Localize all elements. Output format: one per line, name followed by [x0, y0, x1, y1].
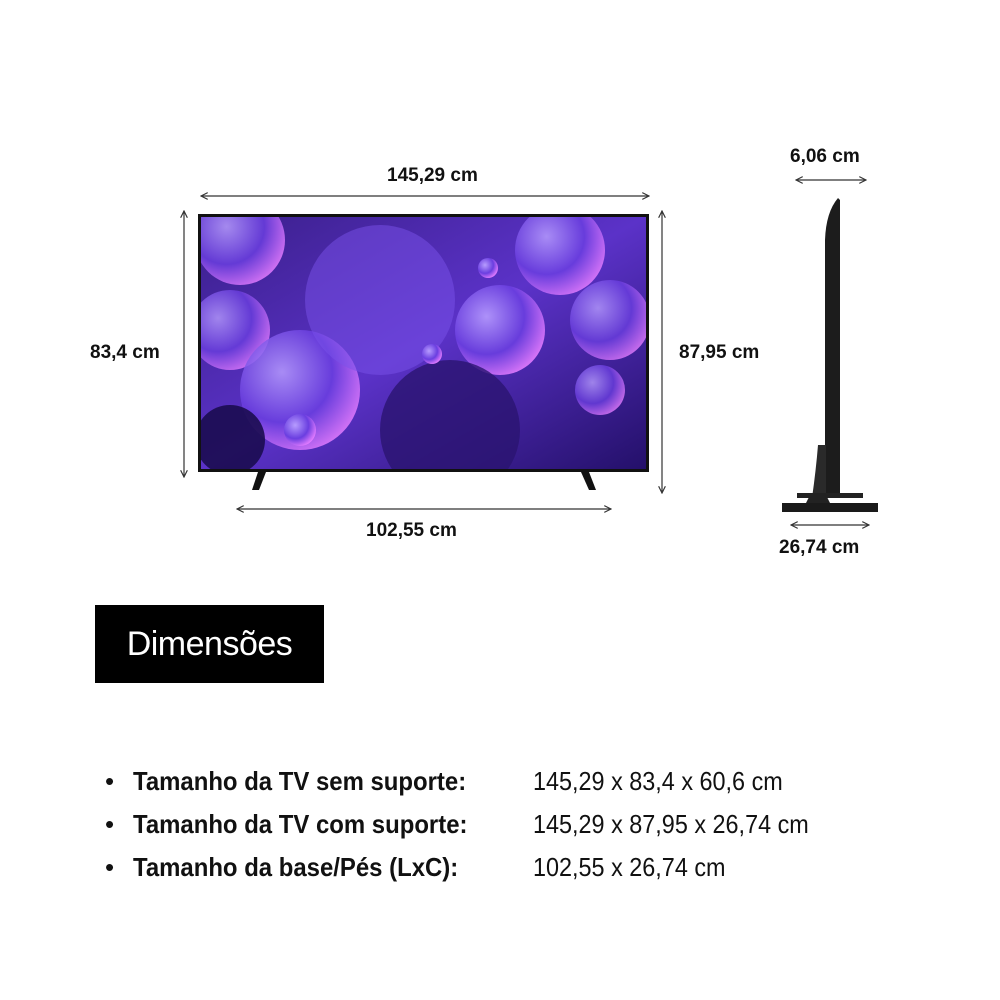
- spec-value: 145,29 x 83,4 x 60,6 cm: [533, 766, 783, 796]
- tv-side-view: [782, 198, 878, 512]
- stand-depth-label: 26,74 cm: [779, 537, 860, 558]
- bullet-icon: •: [105, 852, 115, 882]
- screen-wallpaper: [201, 217, 646, 469]
- height-label: 83,4 cm: [90, 342, 160, 363]
- spec-row: • Tamanho da TV com suporte: 145,29 x 87…: [105, 803, 839, 846]
- left-foot: [252, 472, 266, 490]
- bullet-icon: •: [105, 766, 115, 796]
- stand-width-label: 102,55 cm: [366, 520, 457, 541]
- width-label: 145,29 cm: [387, 165, 478, 186]
- spec-label: Tamanho da base/Pés (LxC):: [133, 852, 459, 882]
- tv-front-view: [198, 214, 649, 490]
- bullet-icon: •: [105, 809, 115, 839]
- spec-value: 145,29 x 87,95 x 26,74 cm: [533, 809, 809, 839]
- spec-row: • Tamanho da base/Pés (LxC): 102,55 x 26…: [105, 846, 839, 889]
- right-foot: [581, 472, 596, 490]
- spec-label: Tamanho da TV sem suporte:: [133, 766, 467, 796]
- spec-label: Tamanho da TV com suporte:: [133, 809, 468, 839]
- spec-row: • Tamanho da TV sem suporte: 145,29 x 83…: [105, 760, 839, 803]
- depth-label: 6,06 cm: [790, 146, 860, 167]
- spec-list: • Tamanho da TV sem suporte: 145,29 x 83…: [105, 760, 839, 889]
- section-title: Dimensões: [95, 605, 324, 683]
- spec-value: 102,55 x 26,74 cm: [533, 852, 726, 882]
- height-with-stand-label: 87,95 cm: [679, 342, 760, 363]
